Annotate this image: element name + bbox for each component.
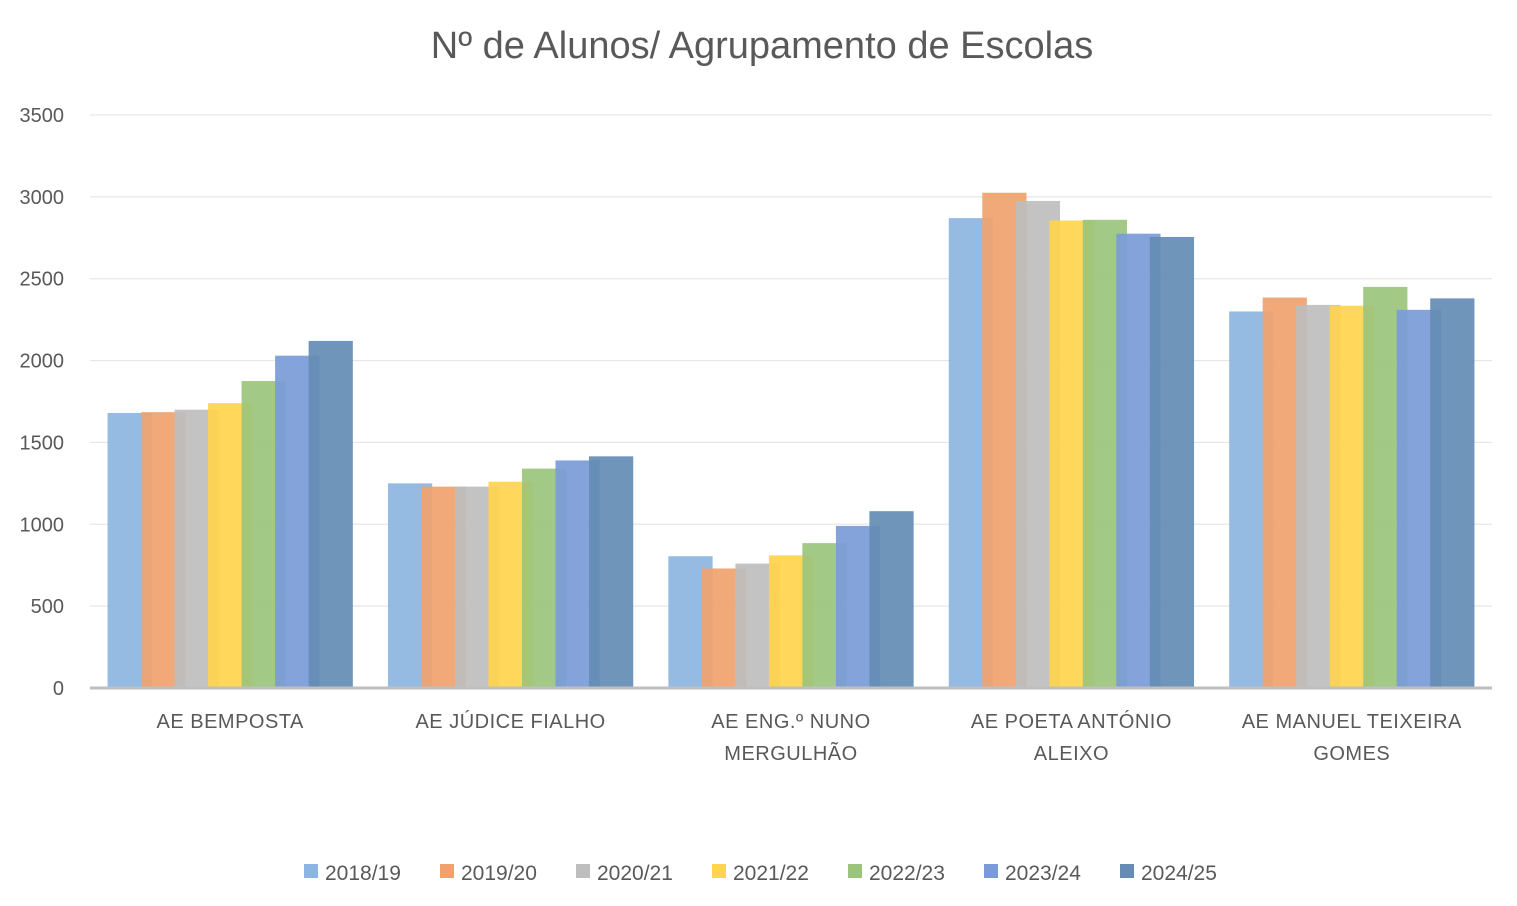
x-category-label: AE MANUEL TEIXEIRA	[1242, 711, 1462, 733]
legend: 2018/19 2019/20 2020/21 2021/22 2022/23 2023/…	[304, 862, 1217, 885]
y-tick-label: 500	[31, 596, 64, 618]
legend-swatch	[440, 864, 454, 878]
bar-2024-25-cat-5	[1430, 298, 1475, 688]
chart-title: Nº de Alunos/ Agrupamento de Escolas	[431, 25, 1093, 67]
x-category-label: AE BEMPOSTA	[157, 711, 305, 733]
x-category-label: MERGULHÃO	[724, 741, 857, 765]
legend-swatch	[576, 864, 590, 878]
y-tick-label: 2000	[20, 351, 65, 373]
bar-2024-25-cat-1	[308, 340, 353, 688]
legend-label: 2022/23	[869, 862, 945, 885]
legend-label: 2021/22	[733, 862, 809, 885]
y-axis-ticks: 0 500 1000 1500 2000 2500 3000 3500	[20, 105, 65, 700]
x-category-label: AE POETA ANTÓNIO	[971, 710, 1172, 733]
legend-label: 2019/20	[461, 862, 537, 885]
bar-2024-25-cat-3	[869, 511, 914, 688]
x-category-label: GOMES	[1313, 743, 1390, 765]
bar-2024-25-cat-4	[1149, 236, 1195, 688]
legend-label: 2018/19	[325, 862, 401, 885]
y-tick-label: 2500	[20, 269, 65, 291]
legend-swatch	[304, 864, 318, 878]
y-tick-label: 0	[53, 678, 64, 700]
y-tick-label: 1000	[20, 514, 65, 536]
x-axis-categories: AE BEMPOSTA AE JÚDICE FIALHO AE ENG.º NUNO…	[157, 710, 1462, 765]
legend-swatch	[712, 864, 726, 878]
legend-label: 2023/24	[1005, 862, 1081, 885]
y-tick-label: 3000	[20, 187, 65, 209]
legend-label: 2020/21	[597, 862, 673, 885]
bar-2024-25-cat-2	[589, 456, 634, 688]
bars	[107, 192, 1475, 688]
y-tick-label: 1500	[20, 432, 65, 454]
x-category-label: ALEIXO	[1034, 743, 1109, 765]
legend-swatch	[848, 864, 862, 878]
x-category-label: AE JÚDICE FIALHO	[415, 710, 605, 733]
x-category-label: AE ENG.º NUNO	[711, 711, 870, 733]
y-tick-label: 3500	[20, 105, 65, 127]
legend-swatch	[984, 864, 998, 878]
legend-label: 2024/25	[1141, 862, 1217, 885]
legend-swatch	[1120, 864, 1134, 878]
